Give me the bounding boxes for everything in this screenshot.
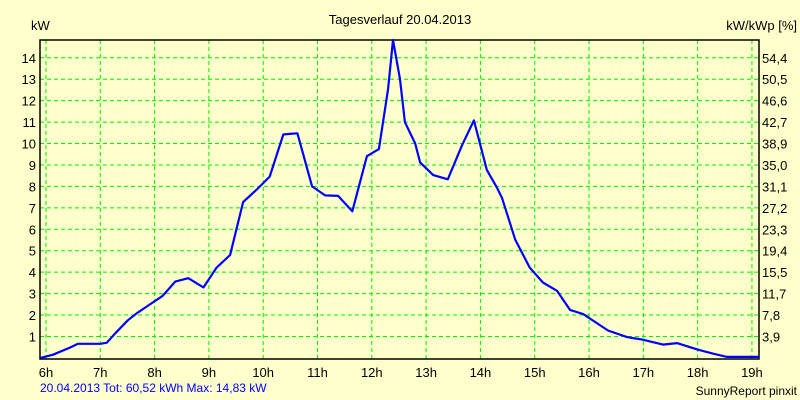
y-right-tick-label: 50,5 — [762, 72, 787, 87]
y-right-tick-label: 54,4 — [762, 51, 787, 66]
footer-summary: 20.04.2013 Tot: 60,52 kWh Max: 14,83 kW — [40, 381, 267, 395]
x-tick-label: 18h — [687, 365, 709, 380]
y-tick-label: 5 — [29, 244, 36, 259]
y-tick-label: 2 — [29, 308, 36, 323]
plot-frame — [39, 39, 760, 360]
x-tick-label: 12h — [361, 365, 383, 380]
y-right-tick-label: 35,0 — [762, 158, 787, 173]
y-tick-label: 6 — [29, 222, 36, 237]
y-right-tick-label: 3,9 — [762, 329, 780, 344]
grid — [40, 40, 759, 359]
x-tick-label: 14h — [470, 365, 492, 380]
y-tick-label: 11 — [23, 115, 37, 130]
y-right-tick-label: 23,3 — [762, 222, 787, 237]
series-line-kw — [40, 38, 759, 359]
x-tick-label: 17h — [632, 365, 654, 380]
x-tick-label: 7h — [93, 365, 107, 380]
x-tick-label: 9h — [202, 365, 216, 380]
y-right-tick-label: 42,7 — [762, 115, 787, 130]
x-tick-label: 19h — [741, 365, 763, 380]
chart-title: Tagesverlauf 20.04.2013 — [329, 12, 471, 27]
x-tick-label: 8h — [147, 365, 161, 380]
y-tick-label: 4 — [29, 265, 36, 280]
x-tick-label: 15h — [524, 365, 546, 380]
y-tick-label: 13 — [22, 72, 36, 87]
x-tick-label: 11h — [307, 365, 328, 380]
y-right-axis-label: kW/kWp [%] — [726, 18, 797, 33]
y-right-tick-label: 31,1 — [762, 179, 787, 194]
y-tick-label: 9 — [29, 158, 36, 173]
y-right-tick-label: 15,5 — [762, 265, 787, 280]
y-tick-label: 10 — [22, 137, 36, 152]
y-right-tick-label: 27,2 — [762, 201, 787, 216]
y-right-tick-label: 7,8 — [762, 308, 780, 323]
y-right-tick-label: 11,7 — [762, 287, 786, 302]
x-tick-label: 13h — [415, 365, 437, 380]
y-right-tick-label: 19,4 — [762, 244, 787, 259]
y-right-tick-label: 38,9 — [762, 137, 787, 152]
y-tick-label: 8 — [29, 179, 36, 194]
x-tick-label: 6h — [39, 365, 53, 380]
y-axis-label: kW — [31, 18, 51, 33]
y-tick-label: 12 — [22, 94, 36, 109]
y-tick-label: 1 — [29, 329, 36, 344]
y-tick-label: 3 — [29, 287, 36, 302]
footer-credit: SunnyReport pinxit — [695, 384, 797, 398]
y-right-tick-label: 46,6 — [762, 94, 787, 109]
x-tick-label: 16h — [578, 365, 600, 380]
x-tick-label: 10h — [252, 365, 274, 380]
y-tick-label: 7 — [29, 201, 36, 216]
y-tick-label: 14 — [22, 51, 36, 66]
series-lines — [40, 38, 759, 359]
